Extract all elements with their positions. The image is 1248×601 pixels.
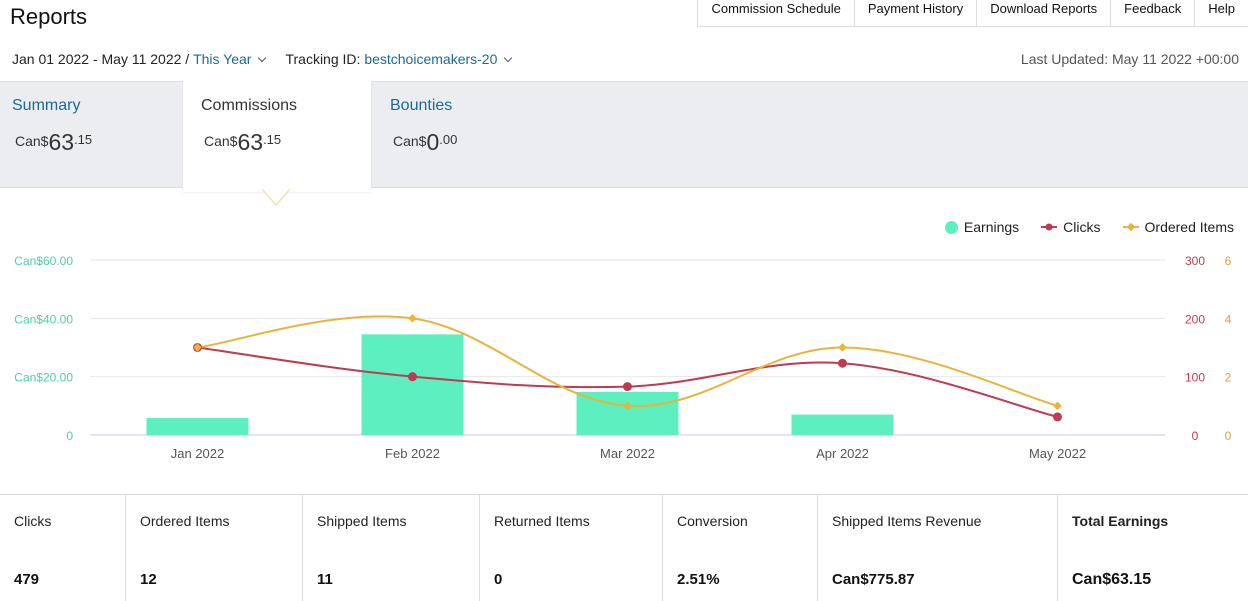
clicks-axis-tick: 300: [1185, 254, 1205, 268]
x-axis-tick: Apr 2022: [816, 446, 869, 461]
tracking-id-label: Tracking ID:: [285, 51, 361, 67]
x-axis-tick: Feb 2022: [385, 446, 440, 461]
stat-total-earnings: Total Earnings Can$63.15: [1072, 513, 1169, 588]
payment-history-link[interactable]: Payment History: [853, 0, 976, 26]
left-axis-tick: Can$40.00: [14, 312, 73, 326]
ordered-items-point: [1053, 401, 1062, 411]
top-nav: Commission Schedule Payment History Down…: [697, 0, 1248, 27]
help-link[interactable]: Help: [1194, 0, 1248, 26]
tracking-id-selector[interactable]: bestchoicemakers-20: [364, 51, 498, 67]
stat-shipped-revenue: Shipped Items Revenue Can$775.87: [818, 495, 1058, 601]
tab-amount: Can$63.15: [15, 129, 93, 155]
tab-label: Bounties: [390, 97, 453, 114]
earnings-bar: [361, 334, 464, 435]
earnings-bar: [791, 414, 894, 435]
stat-returned-items: Returned Items 0: [480, 495, 663, 601]
clicks-axis-tick: 200: [1185, 312, 1205, 326]
x-axis-tick: May 2022: [1029, 446, 1086, 461]
tab-commissions[interactable]: Commissions Can$63.15: [183, 81, 371, 192]
stat-shipped-items: Shipped Items 11: [303, 495, 480, 601]
clicks-axis-tick: 0: [1192, 429, 1199, 443]
ordered-items-point: [408, 314, 417, 323]
tab-amount: Can$0.00: [393, 129, 458, 155]
legend-earnings[interactable]: Earnings: [944, 219, 1019, 235]
x-axis-tick: Mar 2022: [600, 446, 655, 461]
commission-schedule-link[interactable]: Commission Schedule: [697, 0, 853, 26]
clicks-point: [623, 382, 632, 392]
clicks-line-icon: [1041, 223, 1058, 231]
earnings-chart: 0 0 0 Can$20.00 100 2 Can$40.00 200 4 Can$60.00 30…: [14, 254, 1232, 461]
page-title: Reports: [10, 4, 88, 29]
period-selector[interactable]: This Year: [193, 51, 252, 67]
stat-clicks: Clicks 479: [0, 495, 126, 601]
clicks-point: [1053, 412, 1062, 422]
tab-bounties[interactable]: Bounties Can$0.00: [378, 81, 578, 188]
chart-legend: Earnings Clicks Ordered Items: [944, 219, 1234, 235]
left-axis-tick: 0: [66, 429, 73, 443]
feedback-link[interactable]: Feedback: [1110, 0, 1194, 26]
active-tab-pointer: [262, 189, 290, 206]
report-filters: Jan 01 2022 - May 11 2022 / This Year Tr…: [12, 51, 513, 67]
left-axis-tick: Can$60.00: [14, 254, 73, 268]
tab-label: Summary: [12, 97, 81, 114]
left-axis-tick: Can$20.00: [14, 371, 73, 385]
clicks-point: [408, 372, 417, 382]
chevron-down-icon[interactable]: [504, 53, 513, 62]
chevron-down-icon[interactable]: [258, 53, 267, 62]
stat-ordered-items: Ordered Items 12: [126, 495, 303, 601]
ordered-items-line-icon: [1122, 222, 1139, 232]
last-updated: Last Updated: May 11 2022 +00:00: [1020, 51, 1239, 67]
ordered-items-axis-tick: 4: [1225, 312, 1232, 326]
tab-amount: Can$63.15: [204, 129, 282, 155]
legend-clicks[interactable]: Clicks: [1041, 219, 1101, 235]
ordered-items-axis-tick: 0: [1225, 429, 1232, 443]
clicks-axis-tick: 100: [1185, 371, 1205, 385]
clicks-point: [838, 358, 847, 368]
ordered-items-axis-tick: 6: [1225, 254, 1232, 268]
ordered-items-point: [193, 343, 202, 352]
earnings-bar: [146, 418, 249, 435]
earnings-dot-icon: [944, 220, 958, 234]
tab-summary[interactable]: Summary Can$63.15: [0, 81, 183, 188]
stats-bar: Clicks 479 Ordered Items 12 Shipped Item…: [0, 494, 1248, 601]
tab-label: Commissions: [201, 97, 298, 114]
stat-conversion: Conversion 2.51%: [663, 495, 818, 601]
legend-ordered-items[interactable]: Ordered Items: [1122, 219, 1234, 235]
x-axis-tick: Jan 2022: [171, 446, 225, 461]
date-range: Jan 01 2022 - May 11 2022 /: [12, 51, 190, 67]
ordered-items-axis-tick: 2: [1225, 371, 1232, 385]
download-reports-link[interactable]: Download Reports: [976, 0, 1110, 26]
ordered-items-point: [838, 343, 847, 352]
